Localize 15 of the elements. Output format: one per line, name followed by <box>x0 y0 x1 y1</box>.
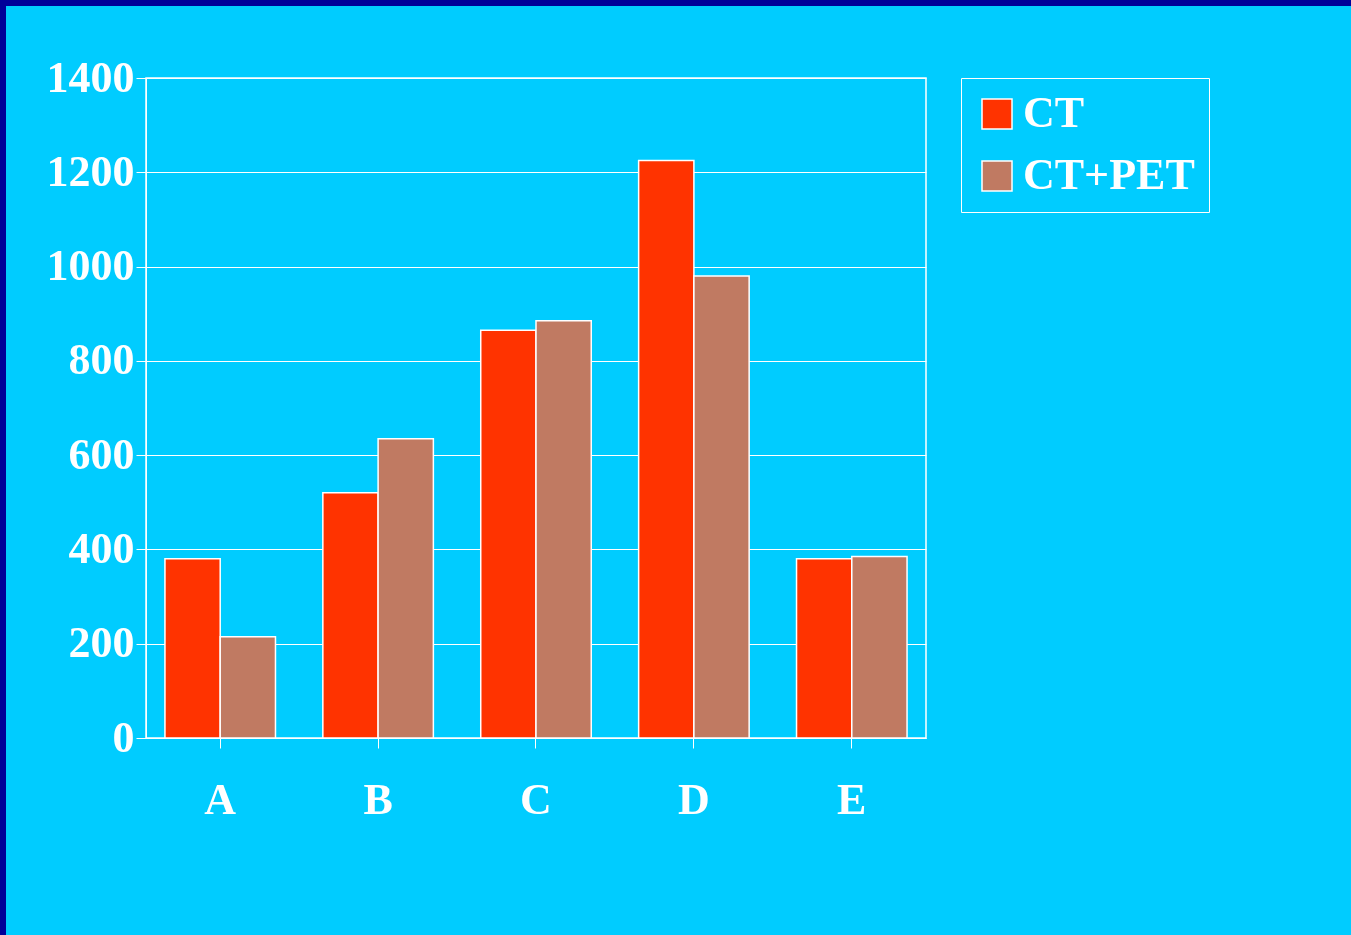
x-tick-label: E <box>837 774 867 824</box>
y-tick-label: 1400 <box>46 52 135 102</box>
y-tick-label: 600 <box>68 429 135 479</box>
x-tick-label: D <box>678 774 710 824</box>
y-tick-label: 1200 <box>46 146 135 196</box>
y-tick-label: 400 <box>68 523 135 573</box>
legend-label: CT+PET <box>1023 150 1195 199</box>
x-tick-label: B <box>363 774 393 824</box>
y-tick-label: 800 <box>68 335 135 385</box>
legend-label: CT <box>1023 88 1085 137</box>
x-tick-label: A <box>204 774 237 824</box>
y-tick-label: 0 <box>112 712 135 762</box>
y-tick-label: 200 <box>68 618 135 668</box>
y-tick-label: 1000 <box>46 241 135 291</box>
x-tick-label: C <box>520 774 552 824</box>
